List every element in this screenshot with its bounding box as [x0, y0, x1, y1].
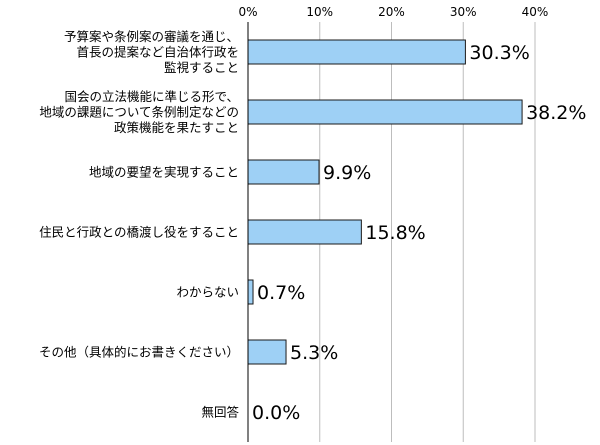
value-label: 15.8%	[365, 222, 425, 244]
value-label: 9.9%	[323, 162, 371, 184]
x-tick-label: 20%	[378, 5, 405, 19]
category-label: 予算案や条例案の審議を通じ、首長の提案など自治体行政を監視すること	[64, 29, 239, 75]
value-label: 38.2%	[526, 102, 586, 124]
x-axis-ticks: 0% 10% 20% 30% 40%	[238, 5, 548, 19]
value-label: 0.0%	[252, 402, 300, 424]
x-tick-label: 0%	[238, 5, 257, 19]
bar	[247, 39, 466, 65]
bar	[247, 159, 320, 185]
value-label: 5.3%	[290, 342, 338, 364]
x-tick-label: 30%	[450, 5, 477, 19]
x-tick-label: 40%	[522, 5, 549, 19]
category-label: 無回答	[201, 405, 239, 420]
category-label: その他（具体的にお書きください）	[39, 345, 239, 360]
category-label: わからない	[176, 285, 239, 300]
bars	[247, 39, 523, 365]
category-label: 住民と行政との橋渡し役をすること	[39, 225, 239, 240]
bar	[247, 339, 287, 365]
category-label: 国会の立法機能に準じる形で、地域の課題について条例制定などの政策機能を果たすこと	[39, 89, 239, 135]
bar	[247, 99, 523, 125]
value-label: 0.7%	[257, 282, 305, 304]
x-tick-label: 10%	[306, 5, 333, 19]
category-labels: 予算案や条例案の審議を通じ、首長の提案など自治体行政を監視すること国会の立法機能…	[39, 29, 240, 420]
bar	[247, 219, 362, 245]
value-label: 30.3%	[469, 42, 529, 64]
category-label: 地域の要望を実現すること	[89, 165, 239, 180]
bar	[247, 279, 254, 305]
value-labels: 30.3% 38.2% 9.9% 15.8% 0.7% 5.3% 0.0%	[252, 42, 586, 424]
